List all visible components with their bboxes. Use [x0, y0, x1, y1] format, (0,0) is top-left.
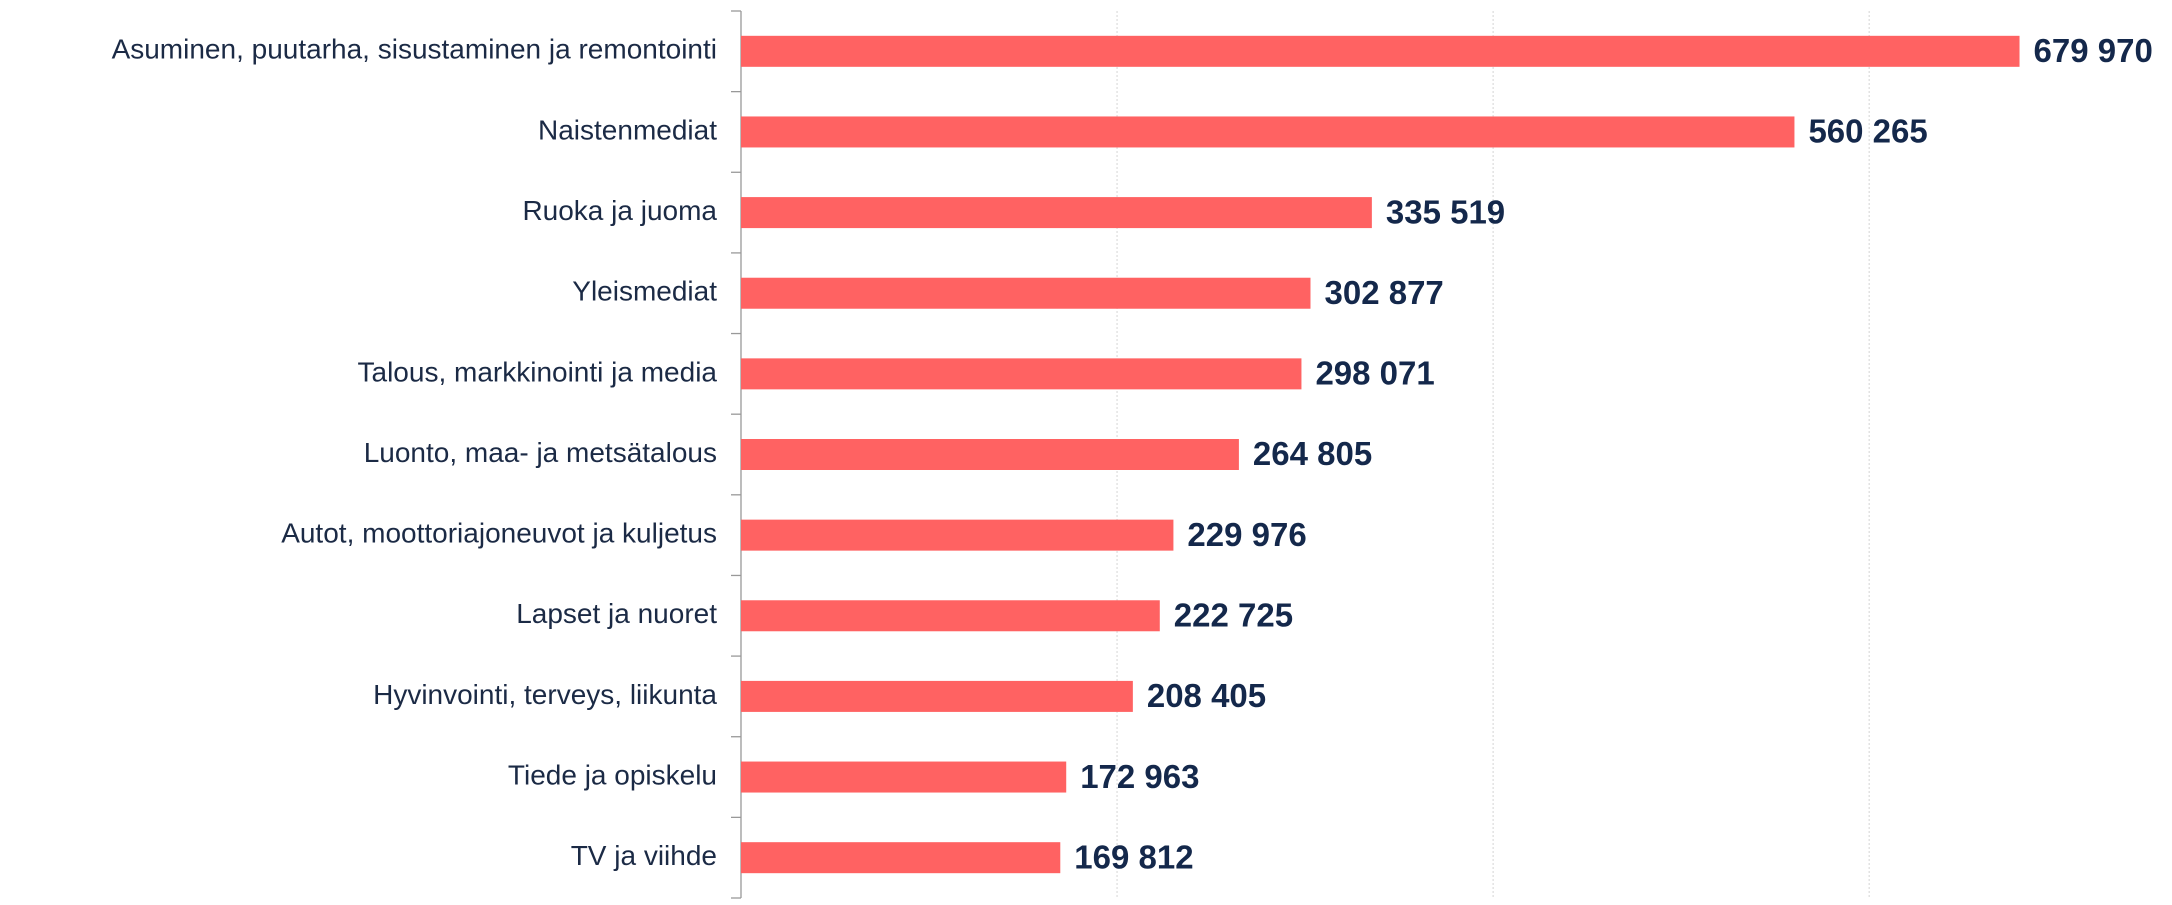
bar [741, 35, 2020, 67]
bar [741, 761, 1067, 793]
bar [741, 842, 1061, 874]
bar [741, 680, 1133, 712]
category-label: Hyvinvointi, terveys, liikunta [373, 679, 717, 710]
category-label: Naistenmediat [538, 114, 717, 145]
category-label: Lapset ja nuoret [516, 598, 717, 629]
bar [741, 116, 1795, 148]
value-label: 208 405 [1147, 677, 1266, 714]
value-label: 169 812 [1074, 838, 1193, 875]
value-label: 335 519 [1386, 193, 1505, 230]
value-label: 560 265 [1808, 113, 1927, 150]
bar [741, 277, 1311, 309]
bar [741, 358, 1302, 390]
value-label: 679 970 [2034, 32, 2153, 69]
bar [741, 600, 1160, 632]
value-label: 302 877 [1324, 274, 1443, 311]
category-label: Ruoka ja juoma [522, 195, 717, 226]
category-label: Talous, markkinointi ja media [358, 356, 718, 387]
bar [741, 519, 1174, 551]
value-label: 298 071 [1315, 355, 1434, 392]
bar [741, 439, 1239, 470]
category-label: Yleismediat [572, 276, 717, 307]
value-label: 222 725 [1174, 596, 1293, 633]
category-label: Luonto, maa- ja metsätalous [364, 437, 717, 468]
value-label: 229 976 [1187, 516, 1306, 553]
category-label: Tiede ja opiskelu [508, 759, 717, 790]
category-label: Autot, moottoriajoneuvot ja kuljetus [281, 518, 717, 549]
category-label: TV ja viihde [571, 840, 717, 871]
bar [741, 197, 1372, 229]
value-label: 172 963 [1080, 758, 1199, 795]
category-label: Asuminen, puutarha, sisustaminen ja remo… [112, 34, 717, 65]
value-label: 264 805 [1253, 435, 1372, 472]
